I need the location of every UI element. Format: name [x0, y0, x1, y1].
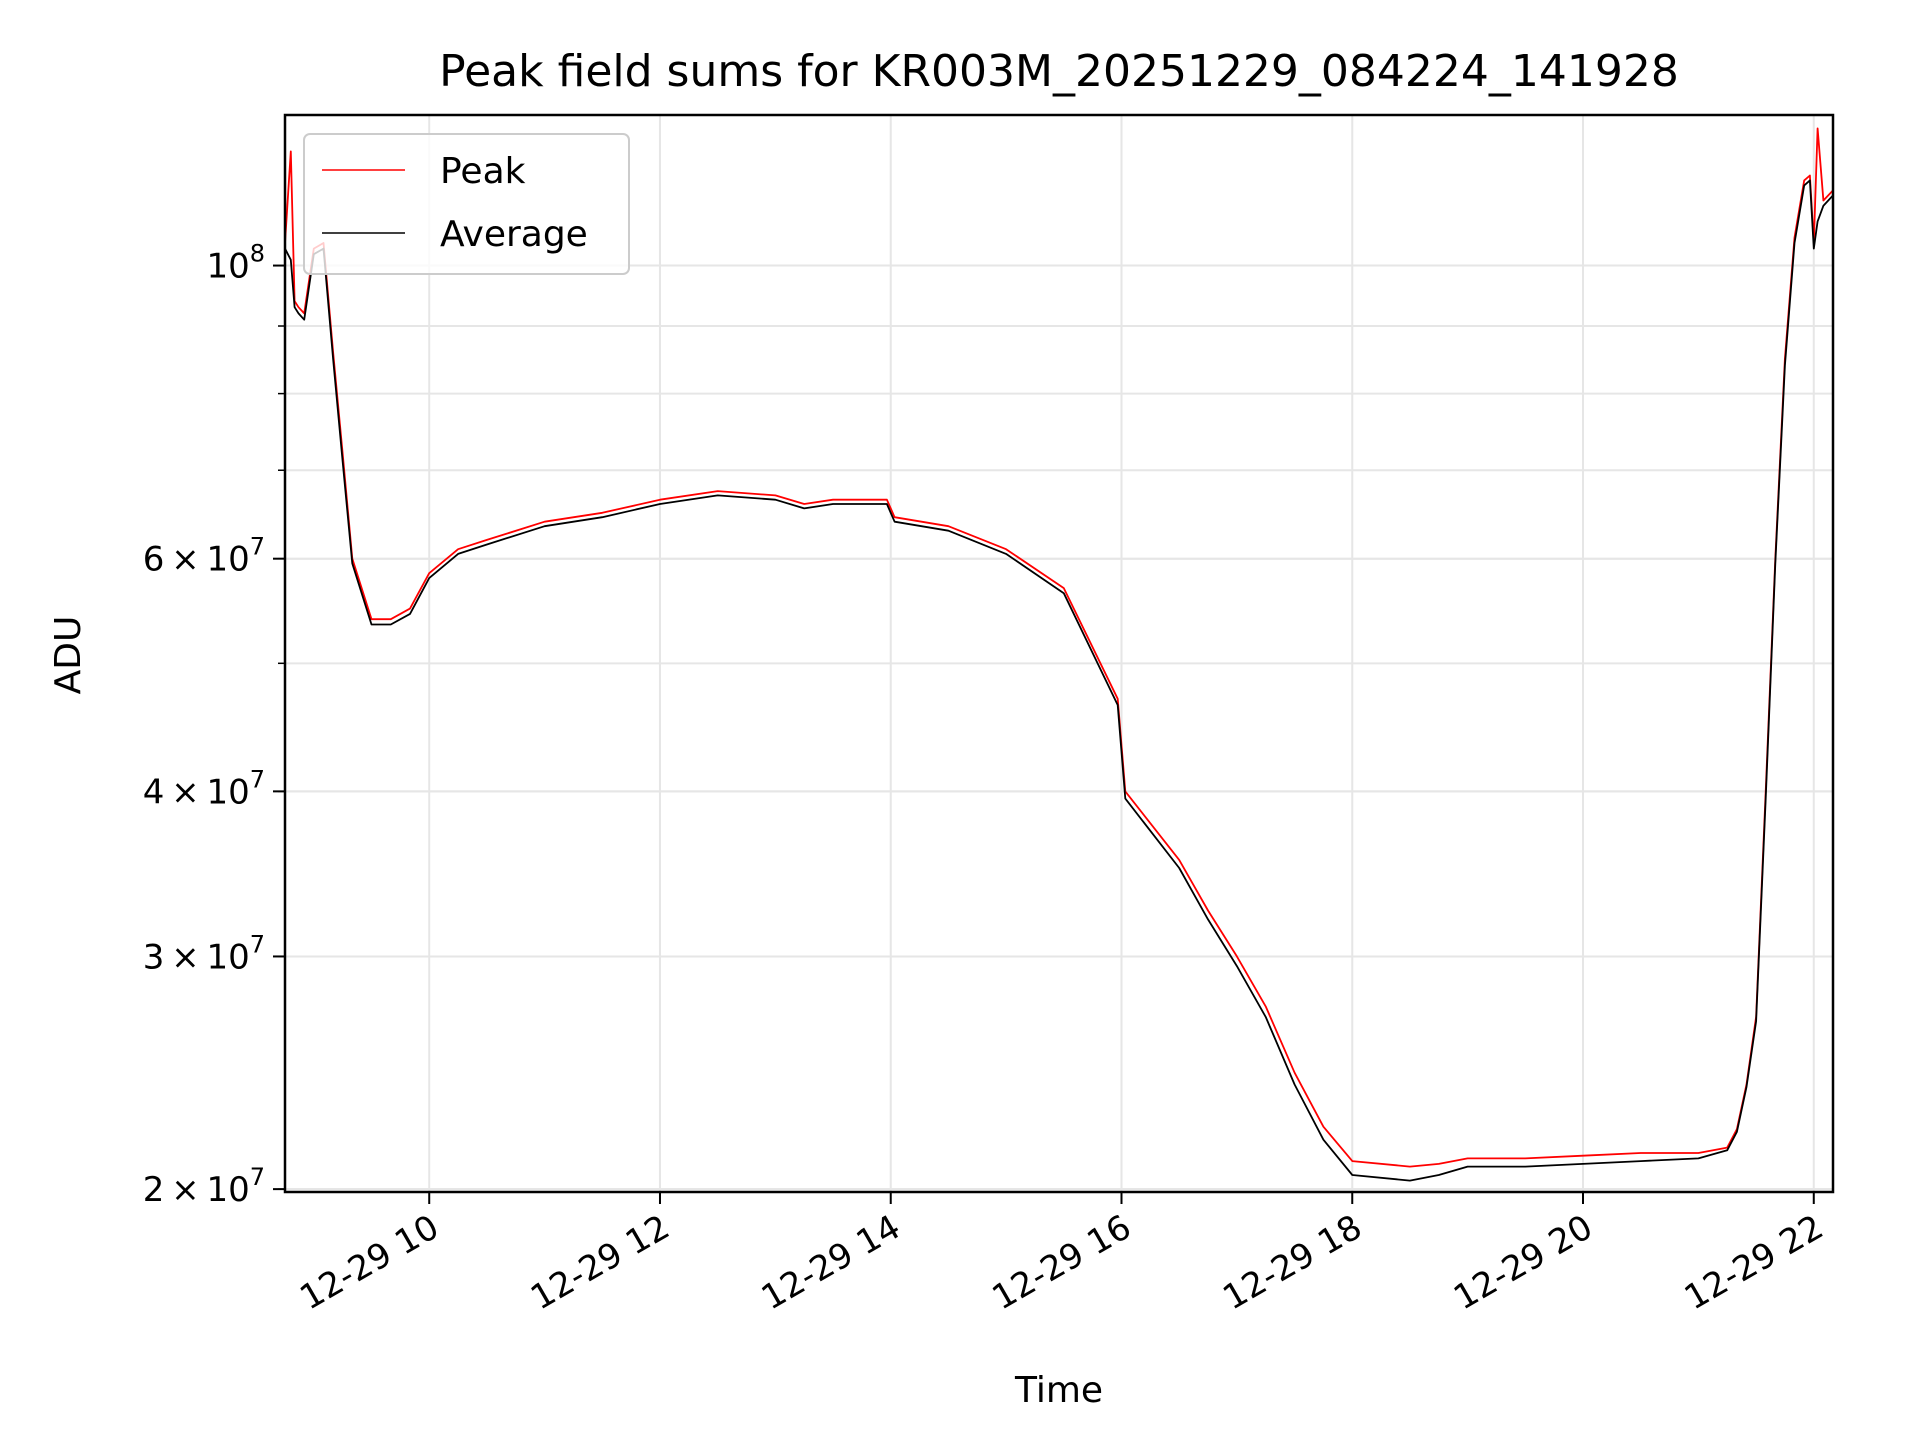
x-tick-label: 12-29 14	[755, 1207, 907, 1318]
y-axis-label: ADU	[48, 616, 89, 695]
x-tick-label: 12-29 16	[986, 1207, 1138, 1318]
series-line-peak	[284, 127, 1834, 1168]
legend-label-peak: Peak	[440, 151, 526, 192]
x-tick-label: 12-29 22	[1678, 1207, 1830, 1318]
x-axis: 12-29 10 12-29 12 12-29 14 12-29 16 12-29 18…	[293, 1192, 1830, 1318]
y-axis: 2 × 107 3 × 107 4 × 107 6 × 107 108	[143, 240, 285, 1210]
plot-frame	[283, 113, 1835, 1194]
series-layer	[284, 127, 1834, 1182]
grid	[285, 115, 1833, 1192]
x-axis-label: Time	[1014, 1370, 1103, 1411]
legend: Peak Average	[303, 133, 630, 275]
y-tick-label: 6 × 107	[143, 533, 265, 580]
x-tick-label: 12-29 12	[524, 1207, 676, 1318]
x-tick-label: 12-29 10	[293, 1207, 445, 1318]
series-line-average	[284, 179, 1834, 1182]
x-tick-label: 12-29 18	[1216, 1207, 1368, 1318]
y-tick-label: 4 × 107	[143, 765, 265, 812]
y-tick-label: 108	[206, 240, 265, 287]
y-tick-label: 3 × 107	[143, 930, 265, 977]
legend-box	[303, 133, 630, 275]
x-tick-label: 12-29 20	[1447, 1207, 1599, 1318]
chart-title: Peak field sums for KR003M_20251229_0842…	[439, 46, 1679, 97]
legend-label-average: Average	[440, 214, 588, 255]
y-tick-label: 2 × 107	[143, 1163, 265, 1210]
